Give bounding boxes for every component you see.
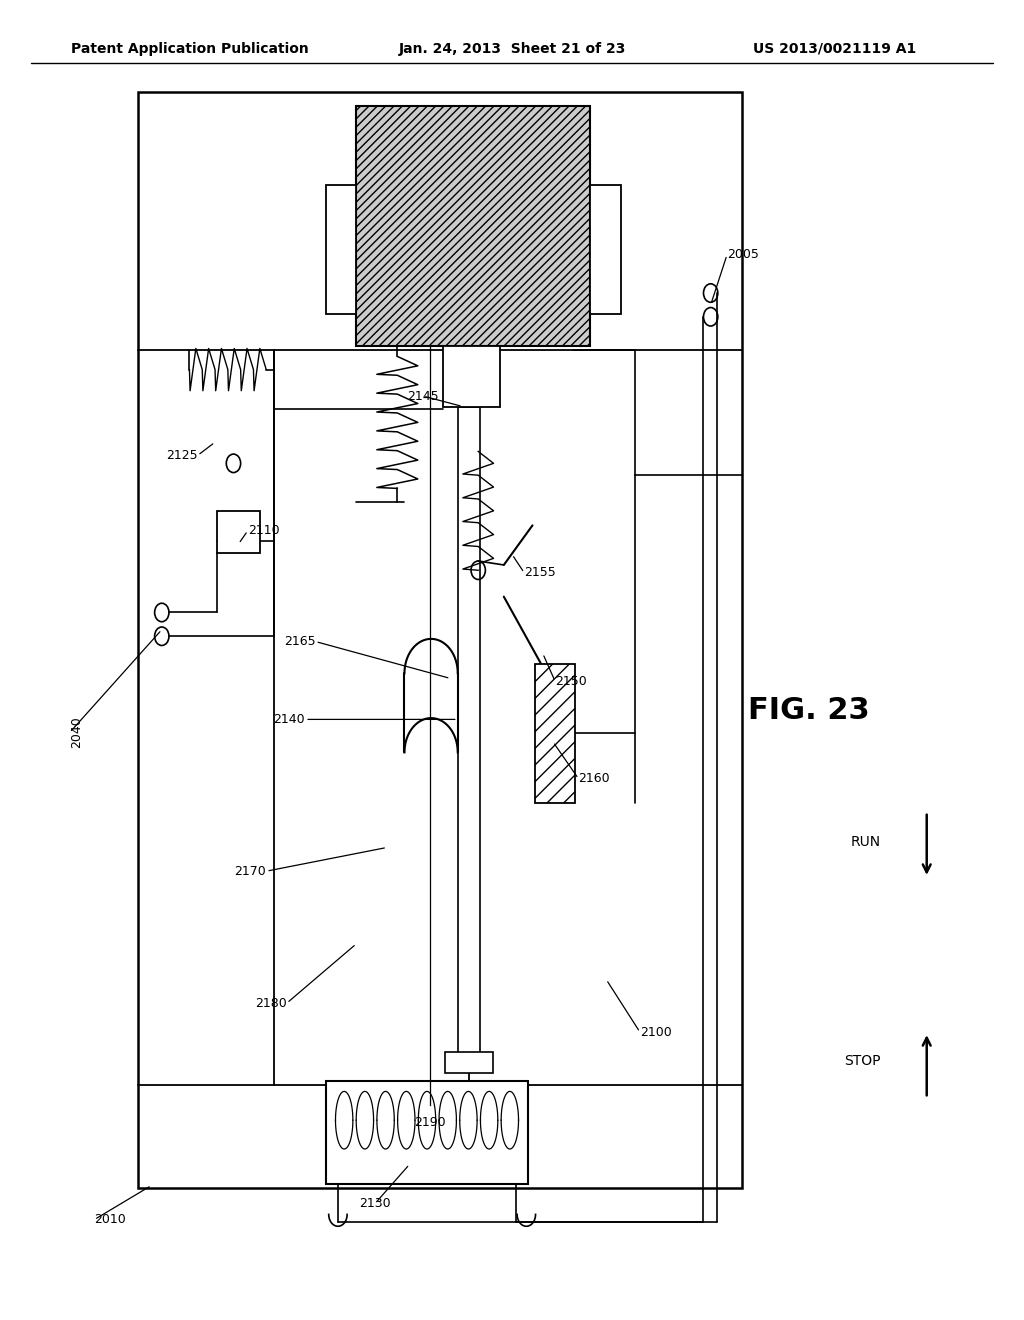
Text: 2140: 2140 — [273, 713, 305, 726]
Text: 2155: 2155 — [524, 566, 556, 579]
Text: STOP: STOP — [844, 1055, 881, 1068]
Text: 2125: 2125 — [166, 449, 198, 462]
Bar — [535, 664, 575, 803]
Bar — [356, 106, 590, 346]
Bar — [326, 1081, 528, 1184]
Bar — [138, 92, 742, 1188]
Text: 2170: 2170 — [234, 865, 266, 878]
Text: 2165: 2165 — [284, 635, 315, 648]
Text: RUN: RUN — [851, 836, 881, 849]
Text: Jan. 24, 2013  Sheet 21 of 23: Jan. 24, 2013 Sheet 21 of 23 — [398, 42, 626, 55]
Bar — [326, 185, 356, 314]
Text: 2190: 2190 — [415, 1115, 445, 1129]
Text: 2110: 2110 — [248, 524, 280, 537]
Bar — [590, 185, 621, 314]
Text: 2180: 2180 — [255, 997, 287, 1010]
Text: FIG. 23: FIG. 23 — [749, 696, 869, 725]
Bar — [443, 346, 500, 407]
Bar — [217, 511, 260, 553]
Text: 2150: 2150 — [555, 675, 587, 688]
Bar — [458, 407, 480, 1056]
Text: 2040: 2040 — [70, 717, 83, 748]
Bar — [445, 1052, 493, 1073]
Text: 2005: 2005 — [727, 248, 759, 261]
Text: 2010: 2010 — [94, 1213, 126, 1226]
Text: Patent Application Publication: Patent Application Publication — [71, 42, 308, 55]
Text: 2130: 2130 — [359, 1197, 390, 1210]
Text: 2100: 2100 — [640, 1026, 672, 1039]
Text: 2145: 2145 — [408, 389, 438, 403]
Text: US 2013/0021119 A1: US 2013/0021119 A1 — [753, 42, 916, 55]
Text: 2160: 2160 — [579, 772, 610, 785]
